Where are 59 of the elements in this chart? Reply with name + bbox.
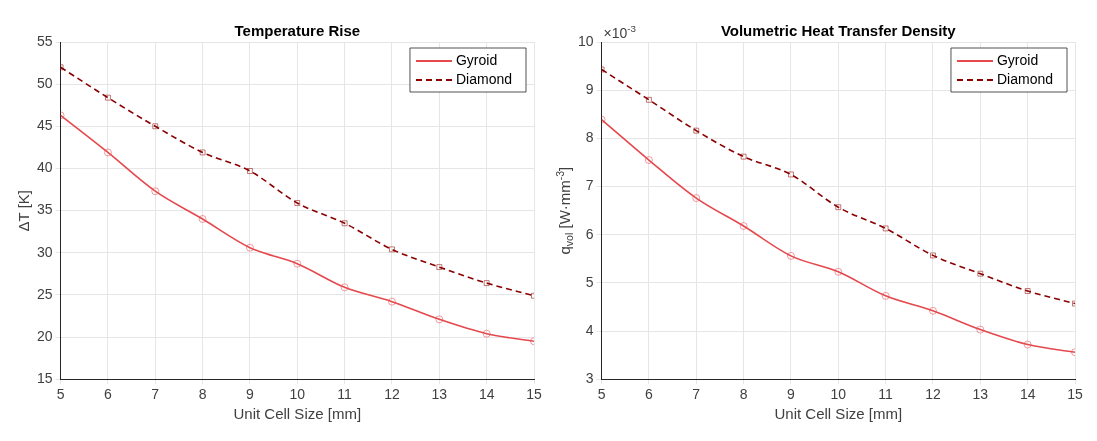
x-tick-label: 9	[787, 386, 796, 403]
y-tick-label: 5	[585, 273, 594, 290]
legend-label: Gyroid	[455, 51, 498, 68]
point	[1024, 288, 1031, 294]
point	[152, 123, 159, 130]
point	[977, 270, 984, 277]
x-tick-label: 13	[431, 386, 448, 403]
y-tick-label: 30	[36, 243, 53, 260]
y-tick-label: 8	[585, 129, 594, 146]
x-tick-label: 5	[597, 386, 606, 403]
x-tick-label: 5	[56, 386, 65, 403]
point	[645, 156, 653, 164]
y-tick-label: 4	[585, 321, 594, 338]
chart-title: Temperature Rise	[234, 22, 361, 39]
y-tick-label: 7	[585, 177, 594, 194]
point	[151, 187, 160, 196]
y-tick-label: 9	[585, 81, 594, 98]
x-tick-label: 10	[830, 386, 847, 403]
y-tick-label: 55	[36, 32, 53, 49]
x-tick-label: 13	[972, 386, 989, 403]
y-tick-label: 25	[36, 285, 53, 302]
point	[693, 127, 700, 134]
point	[930, 252, 936, 259]
point	[692, 194, 701, 202]
x-tick-label: 15	[1067, 386, 1083, 403]
x-tick-label: 7	[692, 386, 701, 403]
legend-label: Gyroid	[996, 51, 1039, 68]
y-axis-title: qvol [W·mm-3]	[553, 166, 576, 255]
x-axis-title: Unit Cell Size [mm]	[233, 405, 362, 423]
y-tick-label: 6	[585, 225, 594, 242]
x-tick-label: 12	[925, 386, 941, 403]
x-tick-label: 6	[104, 386, 113, 403]
x-tick-label: 7	[151, 386, 160, 403]
x-tick-label: 10	[289, 386, 306, 403]
y-tick-label: 35	[36, 201, 53, 218]
y-axis-title: ΔT [K]	[14, 190, 32, 232]
y-tick-label: 3	[585, 370, 594, 387]
x-tick-label: 14	[478, 386, 495, 403]
y-tick-label: 40	[36, 159, 53, 176]
point	[835, 204, 842, 211]
x-tick-label: 11	[337, 386, 353, 403]
y-tick-label: 10	[577, 32, 594, 49]
legend-label: Diamond	[996, 70, 1053, 87]
x-tick-label: 8	[739, 386, 748, 403]
x-tick-label: 11	[878, 386, 894, 403]
x-tick-label: 8	[198, 386, 207, 403]
point	[294, 200, 301, 206]
x-tick-label: 9	[246, 386, 255, 403]
x-tick-label: 15	[526, 386, 542, 403]
legend-label: Diamond	[455, 70, 512, 87]
x-tick-label: 14	[1019, 386, 1036, 403]
chart-title: Volumetric Heat Transfer Density	[720, 22, 957, 39]
x-tick-label: 6	[645, 386, 654, 403]
x-tick-label: 12	[384, 386, 400, 403]
x-axis-title: Unit Cell Size [mm]	[774, 405, 903, 423]
y-tick-label: 15	[36, 370, 53, 387]
y-tick-label: 50	[36, 75, 53, 92]
y-tick-label: 20	[36, 327, 53, 344]
y-tick-label: 45	[36, 117, 53, 134]
